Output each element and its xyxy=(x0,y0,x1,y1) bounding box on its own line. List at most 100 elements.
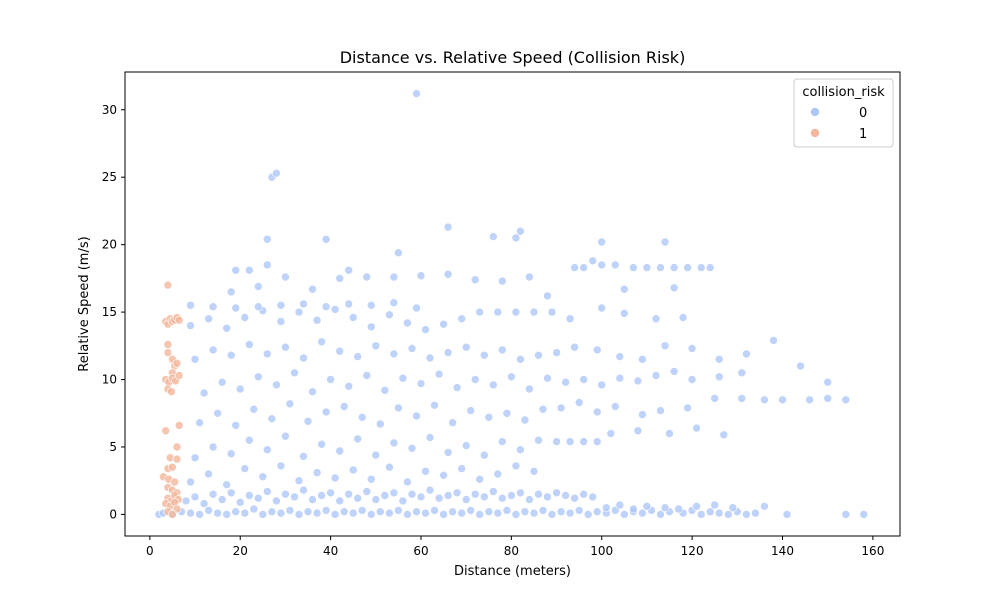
point-risk-0 xyxy=(656,406,665,415)
point-risk-0 xyxy=(231,265,240,275)
point-risk-0 xyxy=(520,415,530,425)
point-risk-0 xyxy=(407,489,417,499)
point-risk-0 xyxy=(416,492,426,502)
point-risk-0 xyxy=(778,395,787,405)
point-risk-0 xyxy=(253,493,263,503)
legend-label-1: 1 xyxy=(859,127,867,142)
point-risk-0 xyxy=(344,381,354,391)
point-risk-0 xyxy=(461,342,471,352)
point-risk-0 xyxy=(416,379,426,388)
point-risk-0 xyxy=(529,508,539,518)
point-risk-0 xyxy=(719,430,729,440)
point-risk-0 xyxy=(466,506,476,515)
legend: collision_risk 0 1 xyxy=(793,78,894,148)
point-risk-0 xyxy=(823,394,833,403)
point-risk-0 xyxy=(592,437,602,446)
point-risk-0 xyxy=(290,368,299,378)
point-risk-0 xyxy=(362,487,372,496)
x-tick-label: 100 xyxy=(590,544,613,558)
point-risk-0 xyxy=(330,473,340,483)
point-risk-0 xyxy=(556,507,566,517)
point-risk-0 xyxy=(669,263,679,272)
point-risk-0 xyxy=(443,348,453,357)
point-risk-0 xyxy=(452,488,462,498)
point-risk-0 xyxy=(488,232,498,241)
point-risk-0 xyxy=(782,510,792,519)
point-risk-0 xyxy=(186,508,195,518)
point-risk-0 xyxy=(389,272,399,282)
point-risk-0 xyxy=(272,496,281,506)
point-risk-0 xyxy=(412,507,421,517)
point-risk-0 xyxy=(258,472,268,482)
point-risk-0 xyxy=(479,350,489,360)
point-risk-0 xyxy=(308,284,317,294)
point-risk-0 xyxy=(565,314,575,324)
point-risk-0 xyxy=(335,496,345,506)
point-risk-0 xyxy=(407,443,417,453)
point-risk-0 xyxy=(213,508,222,518)
x-axis-label: Distance (meters) xyxy=(454,564,571,579)
point-risk-0 xyxy=(321,302,331,312)
point-risk-0 xyxy=(574,506,584,515)
point-risk-0 xyxy=(561,377,570,387)
point-risk-0 xyxy=(348,508,358,518)
point-risk-0 xyxy=(570,342,579,352)
point-risk-0 xyxy=(538,404,548,414)
point-risk-0 xyxy=(416,271,426,281)
legend-marker-1 xyxy=(810,128,820,138)
point-risk-0 xyxy=(674,504,683,514)
y-axis-label: Relative Speed (m/s) xyxy=(77,236,92,371)
point-risk-0 xyxy=(253,372,263,382)
point-risk-0 xyxy=(290,492,299,502)
point-risk-0 xyxy=(357,506,367,515)
point-risk-0 xyxy=(366,474,376,484)
point-risk-0 xyxy=(619,510,629,519)
point-risk-0 xyxy=(276,508,286,518)
point-risk-0 xyxy=(321,407,331,417)
point-risk-0 xyxy=(633,376,643,386)
point-risk-0 xyxy=(226,350,236,360)
point-risk-0 xyxy=(534,489,543,499)
legend-label-0: 0 xyxy=(859,106,867,121)
point-risk-0 xyxy=(430,506,439,515)
point-risk-0 xyxy=(507,491,516,500)
point-risk-0 xyxy=(262,445,272,455)
point-risk-0 xyxy=(303,507,313,517)
point-risk-0 xyxy=(484,412,494,422)
point-risk-0 xyxy=(529,466,539,476)
point-risk-0 xyxy=(760,501,769,511)
point-risk-0 xyxy=(330,510,340,519)
point-risk-0 xyxy=(208,345,218,355)
point-risk-0 xyxy=(249,404,259,414)
point-risk-0 xyxy=(479,450,489,460)
point-risk-0 xyxy=(511,233,521,243)
point-risk-0 xyxy=(245,435,254,445)
point-risk-0 xyxy=(705,507,715,517)
point-risk-0 xyxy=(375,419,385,429)
point-risk-1 xyxy=(170,477,179,487)
point-risk-0 xyxy=(497,276,507,286)
point-risk-0 xyxy=(245,340,254,349)
point-risk-0 xyxy=(425,353,435,363)
point-risk-0 xyxy=(317,491,326,500)
point-risk-0 xyxy=(516,488,525,498)
point-risk-0 xyxy=(597,303,607,313)
point-risk-0 xyxy=(669,283,679,293)
point-risk-0 xyxy=(638,508,647,518)
point-risk-0 xyxy=(547,510,557,519)
point-risk-0 xyxy=(186,477,195,487)
y-tick-label: 10 xyxy=(102,373,117,387)
point-risk-0 xyxy=(371,450,381,460)
point-risk-0 xyxy=(375,507,385,517)
point-risk-0 xyxy=(511,307,521,317)
point-risk-0 xyxy=(629,263,638,272)
point-risk-0 xyxy=(656,263,665,272)
legend-marker-0 xyxy=(810,107,820,117)
x-axis-ticks: 0 20 40 60 80 100 120 140 160 xyxy=(146,536,884,558)
point-risk-0 xyxy=(493,508,503,518)
point-risk-0 xyxy=(714,354,724,364)
point-risk-0 xyxy=(267,507,277,517)
point-risk-0 xyxy=(687,344,697,353)
point-risk-0 xyxy=(222,510,231,519)
point-risk-0 xyxy=(683,263,692,272)
